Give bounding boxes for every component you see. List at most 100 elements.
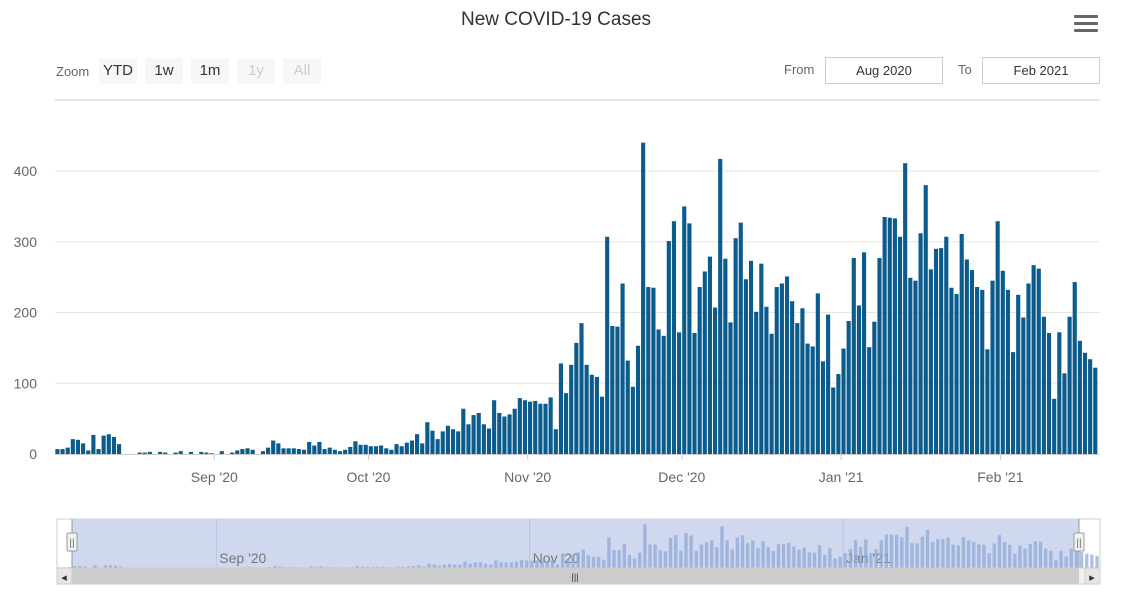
bar[interactable] <box>682 206 687 455</box>
bar[interactable] <box>728 322 733 454</box>
bar[interactable] <box>1093 367 1098 454</box>
bar[interactable] <box>409 440 415 454</box>
bar[interactable] <box>594 376 599 454</box>
bar[interactable] <box>805 343 810 454</box>
bar[interactable] <box>281 448 286 454</box>
bar[interactable] <box>492 400 497 454</box>
bar[interactable] <box>810 346 815 454</box>
bar[interactable] <box>497 412 502 454</box>
bar[interactable] <box>435 439 440 454</box>
scroll-right-button[interactable] <box>1084 567 1101 585</box>
bar[interactable] <box>1088 359 1093 454</box>
bar[interactable] <box>630 386 635 454</box>
bar[interactable] <box>276 443 281 454</box>
bar[interactable] <box>1067 316 1072 454</box>
bar[interactable] <box>892 218 897 454</box>
navigator[interactable]: Sep '20 Nov '20 Jan '21|| ||◂ ▸||| <box>56 518 1101 585</box>
bar[interactable] <box>564 393 569 454</box>
bar[interactable] <box>759 263 764 454</box>
bar[interactable] <box>913 280 918 454</box>
bar[interactable] <box>461 408 466 454</box>
bar[interactable] <box>55 449 60 454</box>
bar[interactable] <box>569 364 574 454</box>
bar[interactable] <box>964 259 969 454</box>
bar[interactable] <box>260 451 266 454</box>
bar[interactable] <box>697 287 702 454</box>
bar[interactable] <box>1016 294 1021 454</box>
bar[interactable] <box>820 361 826 454</box>
bar[interactable] <box>790 301 795 454</box>
bar[interactable] <box>666 241 671 454</box>
bar[interactable] <box>271 440 276 454</box>
bar[interactable] <box>219 451 224 454</box>
scrollbar-thumb[interactable] <box>72 568 1079 584</box>
bar[interactable] <box>1036 268 1041 454</box>
bar[interactable] <box>430 430 435 454</box>
bar[interactable] <box>317 441 322 454</box>
bar[interactable] <box>65 447 70 454</box>
bar[interactable] <box>887 217 892 454</box>
bar[interactable] <box>933 248 939 454</box>
bar[interactable] <box>1072 282 1077 454</box>
bar[interactable] <box>163 452 168 454</box>
bar[interactable] <box>291 448 296 454</box>
bar[interactable] <box>327 447 332 454</box>
bar[interactable] <box>348 446 353 454</box>
bar[interactable] <box>903 163 908 454</box>
bar[interactable] <box>738 222 743 454</box>
bar[interactable] <box>420 443 425 454</box>
bar[interactable] <box>574 342 579 454</box>
bar[interactable] <box>862 252 867 454</box>
bar[interactable] <box>209 453 214 454</box>
bar[interactable] <box>800 308 805 454</box>
bar[interactable] <box>795 323 800 454</box>
bar[interactable] <box>502 416 507 455</box>
bar[interactable] <box>142 452 147 454</box>
bar[interactable] <box>656 329 661 454</box>
bar[interactable] <box>610 325 615 454</box>
bar[interactable] <box>70 439 75 454</box>
bar[interactable] <box>856 305 862 454</box>
bar[interactable] <box>81 443 86 454</box>
bar[interactable] <box>908 277 913 454</box>
bar[interactable] <box>471 415 476 454</box>
bar[interactable] <box>1057 332 1062 454</box>
bar[interactable] <box>399 446 404 454</box>
bar[interactable] <box>1046 333 1052 454</box>
bar[interactable] <box>147 451 152 454</box>
bar[interactable] <box>651 287 656 454</box>
bar[interactable] <box>101 435 106 454</box>
bar[interactable] <box>1000 270 1005 454</box>
bar[interactable] <box>918 233 923 454</box>
bar[interactable] <box>199 451 204 454</box>
bar[interactable] <box>337 451 343 454</box>
bar[interactable] <box>358 444 363 454</box>
bar[interactable] <box>661 335 666 454</box>
bar[interactable] <box>1082 352 1088 454</box>
bar[interactable] <box>882 216 887 454</box>
bar[interactable] <box>106 434 111 454</box>
bar[interactable] <box>754 311 759 454</box>
zoom-1m-button[interactable]: 1m <box>191 58 229 84</box>
bar[interactable] <box>949 287 954 454</box>
bar[interactable] <box>1011 352 1016 454</box>
bar[interactable] <box>975 287 980 454</box>
bar[interactable] <box>769 333 774 454</box>
bar[interactable] <box>1041 316 1046 454</box>
menu-icon[interactable] <box>1074 15 1098 35</box>
bar[interactable] <box>641 142 646 454</box>
zoom-all-button[interactable]: All <box>283 58 321 84</box>
bar[interactable] <box>137 452 142 454</box>
bar[interactable] <box>985 349 990 454</box>
bar[interactable] <box>60 449 65 454</box>
bar[interactable] <box>296 449 301 454</box>
bar[interactable] <box>250 449 255 454</box>
bar[interactable] <box>605 236 610 454</box>
bar[interactable] <box>379 445 384 454</box>
bar[interactable] <box>743 279 748 454</box>
bar[interactable] <box>332 449 337 454</box>
bar[interactable] <box>286 448 291 454</box>
bar[interactable] <box>692 333 697 454</box>
bar[interactable] <box>307 441 312 454</box>
bar[interactable] <box>877 258 882 454</box>
